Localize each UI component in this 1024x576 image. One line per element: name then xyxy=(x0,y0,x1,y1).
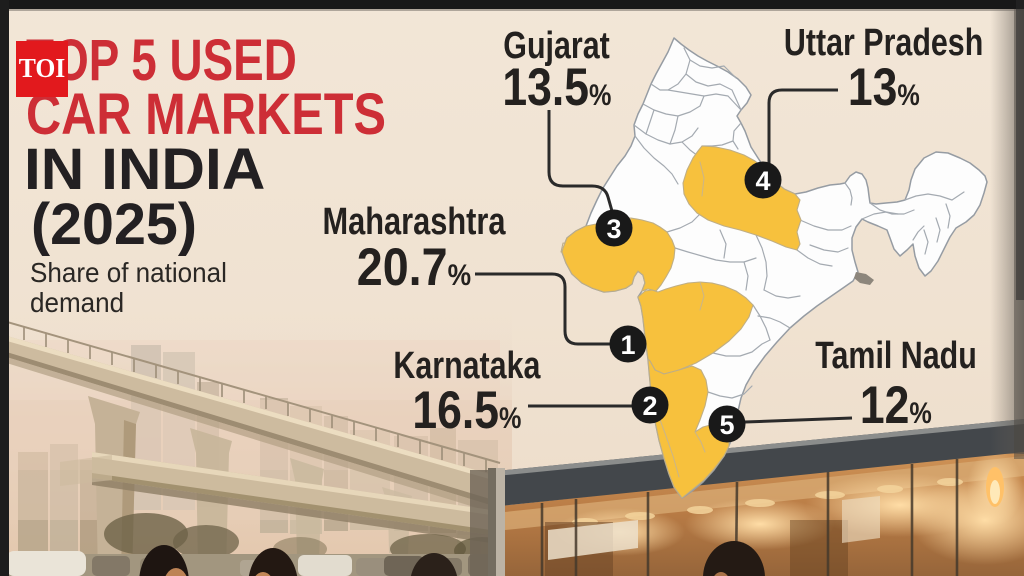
svg-text:2: 2 xyxy=(642,391,657,421)
svg-text:3: 3 xyxy=(606,214,621,244)
svg-text:1: 1 xyxy=(620,330,635,360)
svg-text:4: 4 xyxy=(755,166,770,196)
svg-text:5: 5 xyxy=(719,410,734,440)
